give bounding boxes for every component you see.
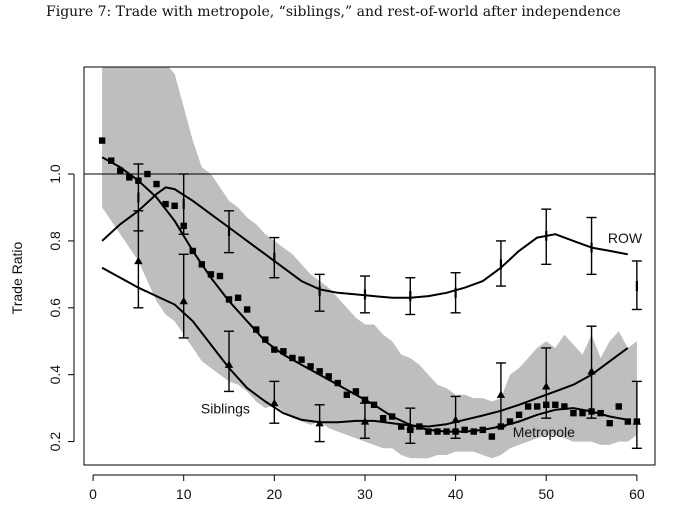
siblings-mean-marker <box>179 296 188 305</box>
siblings-mean-marker <box>632 417 642 425</box>
siblings-mean-marker <box>542 382 551 390</box>
metropole-data-point <box>425 428 432 435</box>
metropole-data-point <box>316 368 323 375</box>
metropole-data-point <box>533 403 541 410</box>
x-tick-label: 20 <box>267 486 283 502</box>
metropole-data-point <box>343 391 351 398</box>
metropole-data-point <box>225 296 233 303</box>
data-point-layer <box>98 137 641 440</box>
metropole-data-point <box>379 414 387 422</box>
metropole-data-point <box>107 157 115 164</box>
metropole-data-point <box>370 401 378 408</box>
siblings-mean-marker <box>315 418 324 427</box>
x-tick-label: 50 <box>538 486 554 502</box>
y-tick-label: 1.0 <box>47 164 63 184</box>
metropole-data-point <box>189 247 196 255</box>
siblings-mean-marker <box>270 398 279 407</box>
y-tick-label: 0.6 <box>47 298 63 318</box>
y-tick-label: 0.4 <box>47 365 63 385</box>
y-tick-label: 0.8 <box>47 231 63 251</box>
metropole-data-point <box>361 396 369 403</box>
figure-title: Figure 7: Trade with metropole, “sibling… <box>46 4 621 20</box>
metropole-data-point <box>570 409 577 417</box>
metropole-data-point <box>470 428 477 435</box>
x-tick-label: 0 <box>89 486 97 502</box>
metropole-data-point <box>216 272 224 280</box>
metropole-data-point <box>606 419 613 427</box>
metropole-data-point <box>488 433 496 440</box>
siblings-mean-marker <box>224 360 234 368</box>
y-axis-title: Trade Ratio <box>9 241 25 314</box>
siblings-mean-marker <box>451 415 460 423</box>
x-tick-label: 10 <box>176 486 192 502</box>
metropole-data-point <box>243 306 251 313</box>
metropole-data-point <box>524 403 532 410</box>
siblings-mean-marker <box>360 417 370 425</box>
metropole-data-point <box>162 200 169 208</box>
error-bar-layer <box>133 163 642 449</box>
confidence-band-layer <box>102 67 637 459</box>
metropole-data-point <box>98 137 106 144</box>
metropole-data-point <box>443 428 450 435</box>
metropole-series-label: Metropole <box>513 424 575 440</box>
row-series-label: ROW <box>608 230 643 246</box>
metropole-data-point <box>561 403 568 410</box>
siblings-mean-marker <box>406 422 415 430</box>
metropole-data-point <box>271 346 278 353</box>
plot-frame <box>83 66 656 466</box>
siblings-mean-marker <box>587 367 596 375</box>
metropole-data-point <box>280 348 287 355</box>
axis-layer: 0 10 20 30 40 50 60 0.2 0.4 0.6 0.8 1.0 <box>47 164 645 502</box>
metropole-data-point <box>171 202 178 209</box>
series-label-layer: ROW Siblings Metropole <box>201 230 643 440</box>
metropole-data-point <box>434 428 441 435</box>
siblings-mean-marker <box>134 256 143 265</box>
metropole-data-point <box>579 409 586 417</box>
metropole-data-point <box>624 418 632 425</box>
metropole-data-point <box>479 426 486 434</box>
metropole-data-point <box>262 336 269 343</box>
metropole-data-point <box>615 403 622 410</box>
metropole-data-point <box>253 326 260 333</box>
metropole-data-point <box>153 180 160 188</box>
metropole-data-point <box>388 413 396 420</box>
metropole-data-point <box>117 167 124 174</box>
metropole-data-point <box>552 401 559 408</box>
metropole-data-point <box>416 423 423 430</box>
metropole-data-point <box>506 418 514 425</box>
metropole-data-point <box>352 388 360 395</box>
metropole-data-point <box>398 423 405 430</box>
metropole-data-point <box>207 271 215 278</box>
metropole-data-point <box>515 411 523 419</box>
metropole-data-point <box>144 170 151 178</box>
metropole-data-point <box>597 409 604 417</box>
metropole-data-point <box>198 261 206 268</box>
metropole-data-point <box>298 356 305 363</box>
metropole-data-point <box>307 363 314 370</box>
metropole-data-point <box>461 426 468 434</box>
x-tick-label: 60 <box>629 486 645 502</box>
row-smooth-line <box>101 186 628 299</box>
siblings-mean-marker <box>496 390 506 398</box>
metropole-data-point <box>289 354 296 362</box>
metropole-data-point <box>126 174 133 181</box>
siblings-series-label: Siblings <box>201 401 250 417</box>
metropole-confidence-band <box>102 67 637 459</box>
x-tick-label: 40 <box>448 486 464 502</box>
metropole-data-point <box>234 294 242 301</box>
metropole-data-point <box>334 379 341 387</box>
x-tick-label: 30 <box>357 486 373 502</box>
metropole-data-point <box>325 373 332 380</box>
y-tick-label: 0.2 <box>47 432 63 452</box>
